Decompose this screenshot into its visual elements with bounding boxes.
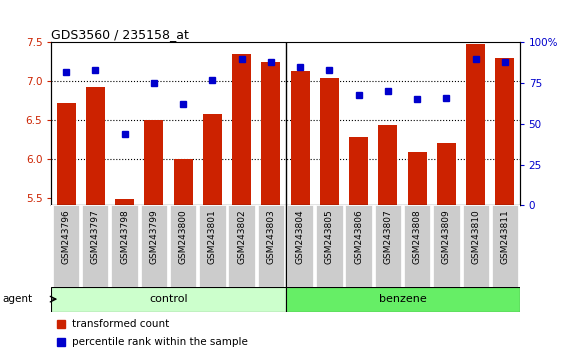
Bar <box>345 205 372 287</box>
Text: control: control <box>149 294 188 304</box>
Bar <box>496 58 514 205</box>
Text: GSM243798: GSM243798 <box>120 209 129 264</box>
Text: GSM243797: GSM243797 <box>91 209 100 264</box>
Bar <box>203 114 222 205</box>
Bar <box>115 199 134 205</box>
Text: GSM243809: GSM243809 <box>442 209 451 264</box>
Bar <box>433 205 460 287</box>
Bar <box>86 87 105 205</box>
Bar <box>144 120 163 205</box>
Bar <box>170 205 196 287</box>
Text: agent: agent <box>3 294 33 304</box>
Text: benzene: benzene <box>379 294 427 304</box>
Text: GSM243799: GSM243799 <box>149 209 158 264</box>
Bar <box>316 205 343 287</box>
Text: GSM243808: GSM243808 <box>413 209 422 264</box>
Bar <box>404 205 431 287</box>
Bar <box>375 205 401 287</box>
Bar <box>258 205 284 287</box>
Text: GSM243796: GSM243796 <box>62 209 71 264</box>
Bar <box>228 205 255 287</box>
Text: GSM243802: GSM243802 <box>237 209 246 264</box>
Bar <box>466 44 485 205</box>
Bar <box>51 287 286 312</box>
Text: GSM243807: GSM243807 <box>383 209 392 264</box>
Text: GSM243810: GSM243810 <box>471 209 480 264</box>
Bar <box>82 205 108 287</box>
Bar <box>379 125 397 205</box>
Bar <box>199 205 226 287</box>
Text: GSM243800: GSM243800 <box>179 209 188 264</box>
Bar <box>437 143 456 205</box>
Bar <box>463 205 489 287</box>
Bar <box>349 137 368 205</box>
Bar <box>174 159 192 205</box>
Text: GSM243803: GSM243803 <box>266 209 275 264</box>
Bar <box>492 205 518 287</box>
Text: GSM243806: GSM243806 <box>354 209 363 264</box>
Bar <box>53 205 79 287</box>
Text: percentile rank within the sample: percentile rank within the sample <box>73 337 248 347</box>
Text: transformed count: transformed count <box>73 319 170 329</box>
Text: GSM243801: GSM243801 <box>208 209 217 264</box>
Text: GSM243811: GSM243811 <box>500 209 509 264</box>
Text: GSM243805: GSM243805 <box>325 209 334 264</box>
Bar <box>57 103 75 205</box>
Bar <box>320 78 339 205</box>
Text: GSM243804: GSM243804 <box>296 209 305 264</box>
Bar <box>232 54 251 205</box>
Text: GDS3560 / 235158_at: GDS3560 / 235158_at <box>51 28 189 41</box>
Bar <box>140 205 167 287</box>
Bar <box>111 205 138 287</box>
Bar <box>262 62 280 205</box>
Bar <box>287 205 313 287</box>
Bar <box>286 287 520 312</box>
Bar <box>291 71 309 205</box>
Bar <box>408 152 427 205</box>
